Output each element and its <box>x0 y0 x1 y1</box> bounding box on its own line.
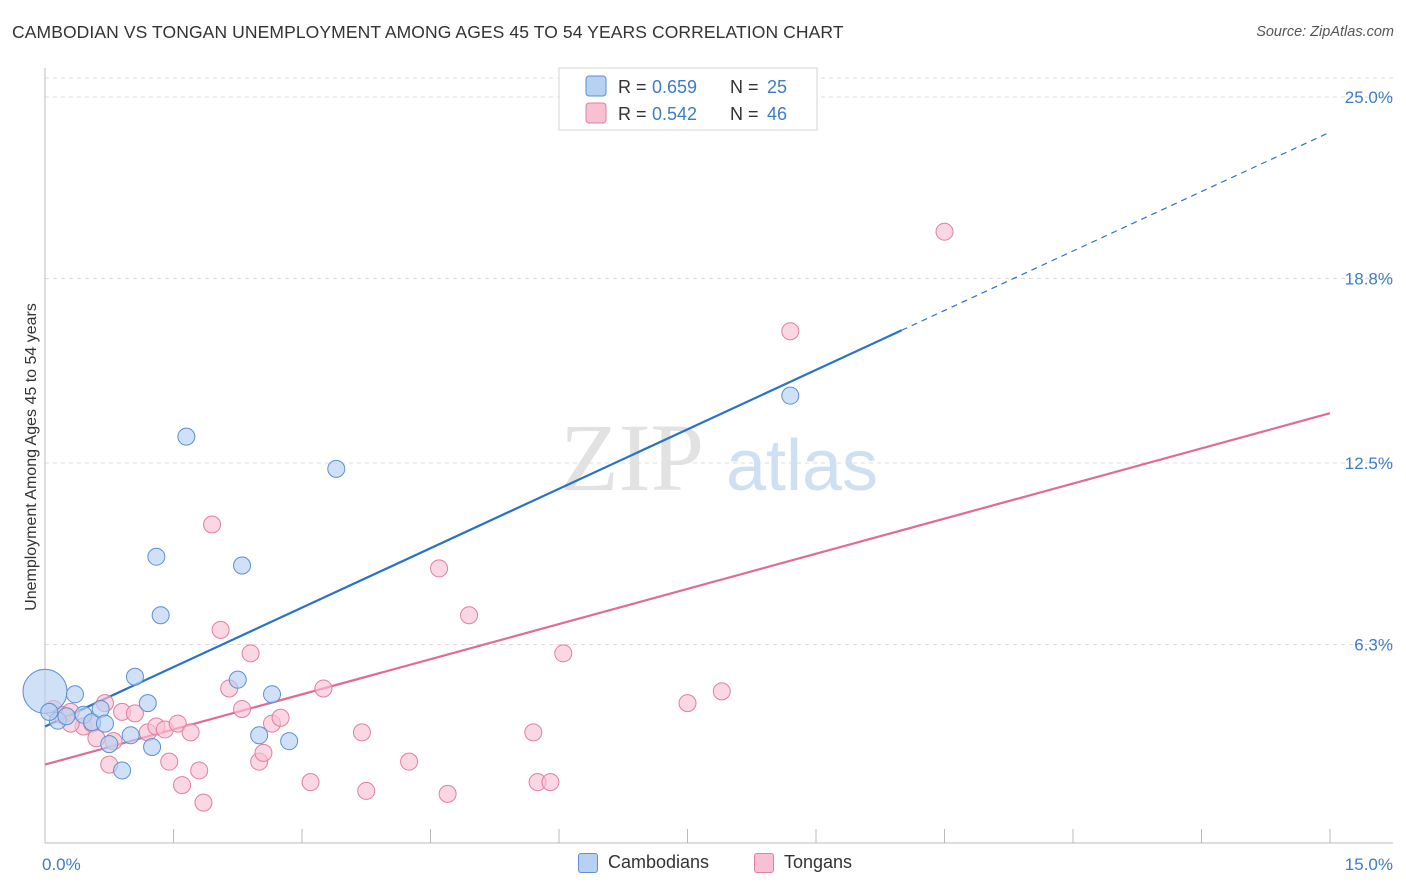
tick-labels: 6.3% 12.5% 18.8% 25.0% 0.0% 15.0% <box>42 88 1393 874</box>
point-cambodian-14 <box>147 547 166 566</box>
point-cambodian-18 <box>228 670 247 689</box>
point-tongan-31 <box>352 723 371 742</box>
point-cambodian-10 <box>121 726 140 745</box>
legend-r-label-0: R = <box>618 77 647 97</box>
legend-n-label-0: N = <box>730 77 759 97</box>
legend-r-value-1: 0.542 <box>652 104 697 124</box>
legend-bottom-swatch-tongans <box>754 852 774 873</box>
point-cambodian-13 <box>143 738 162 757</box>
point-tongan-40 <box>554 644 573 663</box>
chart-title: CAMBODIAN VS TONGAN UNEMPLOYMENT AMONG A… <box>12 22 844 42</box>
trend-lines <box>44 131 1331 766</box>
point-tongan-26 <box>254 743 273 762</box>
point-tongan-32 <box>357 781 376 800</box>
point-cambodian-2 <box>57 707 76 726</box>
trend-line-cambodians <box>44 329 903 728</box>
watermark-atlas: atlas <box>726 426 878 506</box>
point-cambodian-9 <box>113 761 132 780</box>
point-tongan-43 <box>781 322 800 341</box>
point-tongan-14 <box>160 752 179 771</box>
point-cambodian-21 <box>280 732 299 751</box>
point-tongan-21 <box>211 620 230 639</box>
point-tongan-39 <box>541 773 560 792</box>
point-tongan-16 <box>173 776 192 795</box>
point-cambodian-8 <box>100 735 119 754</box>
point-tongan-24 <box>241 644 260 663</box>
point-cambodian-22 <box>327 459 346 478</box>
point-tongan-41 <box>678 694 697 713</box>
x-tick-label-1: 15.0% <box>1345 855 1393 874</box>
point-tongan-37 <box>524 723 543 742</box>
legend-n-value-1: 46 <box>767 104 787 124</box>
axes <box>44 68 1393 844</box>
point-cambodian-15 <box>151 606 170 625</box>
point-tongan-19 <box>194 793 213 812</box>
x-tick-label-0: 0.0% <box>42 855 81 874</box>
point-cambodian-16 <box>177 427 196 446</box>
point-tongan-34 <box>430 559 449 578</box>
point-tongan-35 <box>438 784 457 803</box>
point-cambodian-19 <box>250 726 269 745</box>
legend-bottom-label-tongans: Tongans <box>784 852 853 872</box>
point-tongan-44 <box>935 222 954 241</box>
legend-swatch-cambodians <box>585 75 607 97</box>
legend-n-value-0: 25 <box>767 77 787 97</box>
watermark: ZIP atlas <box>560 404 878 511</box>
y-axis-label: Unemployment Among Ages 45 to 54 years <box>23 303 40 611</box>
point-tongan-30 <box>314 679 333 698</box>
point-tongan-42 <box>712 682 731 701</box>
legend-r-value-0: 0.659 <box>652 77 697 97</box>
point-tongan-17 <box>181 723 200 742</box>
legend-bottom-label-cambodians: Cambodians <box>608 852 710 872</box>
legend-top: R = 0.659 N = 25 R = 0.542 N = 46 <box>558 67 818 131</box>
y-tick-label-3: 25.0% <box>1345 88 1393 107</box>
point-tongan-29 <box>301 773 320 792</box>
point-tongan-33 <box>400 752 419 771</box>
legend-bottom: Cambodians Tongans <box>0 852 1406 878</box>
point-cambodian-11 <box>125 667 144 686</box>
point-cambodian-3 <box>65 685 84 704</box>
y-tick-label-2: 18.8% <box>1345 270 1393 289</box>
point-tongan-23 <box>233 699 252 718</box>
point-cambodian-17 <box>233 556 252 575</box>
y-tick-label-1: 12.5% <box>1345 454 1393 473</box>
legend-bottom-cambodians: Cambodians <box>578 852 709 873</box>
point-cambodian-12 <box>138 694 157 713</box>
point-tongan-36 <box>460 606 479 625</box>
point-cambodian-7 <box>95 714 114 733</box>
point-tongan-18 <box>190 761 209 780</box>
trend-line-tongans <box>44 412 1331 766</box>
point-cambodian-23 <box>781 386 800 405</box>
point-cambodian-24 <box>40 702 59 721</box>
legend-bottom-swatch-cambodians <box>578 852 598 873</box>
legend-n-label-1: N = <box>730 104 759 124</box>
point-tongan-10 <box>125 704 144 723</box>
legend-bottom-tongans: Tongans <box>754 852 852 873</box>
watermark-zip: ZIP <box>560 404 704 511</box>
source-label: Source: ZipAtlas.com <box>1256 24 1394 40</box>
point-tongan-28 <box>271 708 290 727</box>
legend-r-label-1: R = <box>618 104 647 124</box>
trend-line-cambodians-extension <box>901 131 1331 331</box>
point-tongan-15 <box>168 714 187 733</box>
point-tongan-20 <box>203 515 222 534</box>
legend-swatch-tongans <box>585 102 607 124</box>
y-tick-label-0: 6.3% <box>1354 636 1393 655</box>
point-cambodian-20 <box>263 685 282 704</box>
data-points <box>22 222 954 812</box>
